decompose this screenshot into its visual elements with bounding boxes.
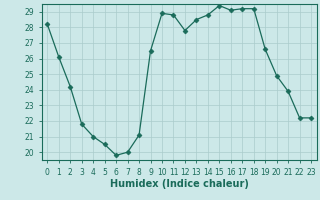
X-axis label: Humidex (Indice chaleur): Humidex (Indice chaleur): [110, 179, 249, 189]
